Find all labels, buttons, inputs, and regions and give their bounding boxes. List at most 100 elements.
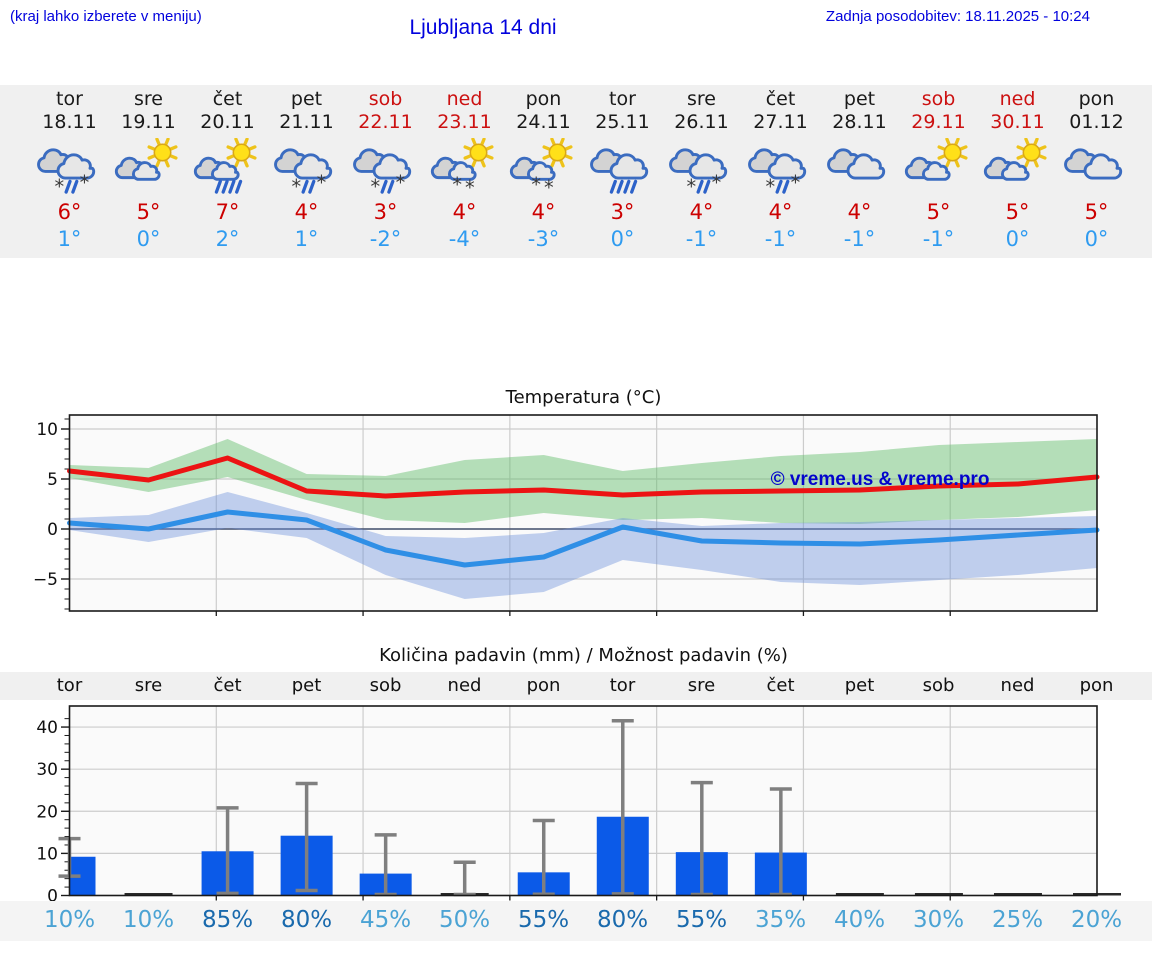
precipitation-day-labels: tor sre čet pet sob ned pon tor sre čet pet sob ned p…	[0, 672, 1152, 700]
precip-probability: 85%	[201, 907, 254, 933]
low-temp: 2°	[215, 227, 240, 251]
low-temp: 0°	[610, 227, 635, 251]
high-temp: 4°	[768, 200, 793, 224]
svg-text:5: 5	[47, 470, 58, 490]
low-temp: -1°	[764, 227, 797, 251]
precip-day-label: ned	[447, 675, 482, 696]
high-temp: 5°	[1084, 200, 1109, 224]
low-temp: 1°	[294, 227, 319, 251]
forecast-day: čet 27.11 * * 4° -1°	[741, 85, 820, 258]
weather-icon-sun-cloud-snow: * *	[509, 137, 573, 199]
low-temp: 1°	[57, 227, 82, 251]
high-temp: 5°	[136, 200, 161, 224]
day-name: sre	[687, 88, 716, 110]
high-temp: 4°	[531, 200, 556, 224]
low-temp: -1°	[843, 227, 876, 251]
low-temp: -3°	[527, 227, 560, 251]
weather-icon-cloud-sleet: * *	[747, 148, 806, 198]
weather-icon-sun-cloud-snow: * *	[430, 137, 494, 199]
precip-day-label: pon	[526, 675, 561, 696]
weather-icon-sun-cloud	[983, 137, 1047, 181]
precip-probability: 10%	[122, 907, 175, 933]
svg-text:0: 0	[47, 520, 58, 540]
svg-text:0: 0	[47, 887, 58, 907]
high-temp: 3°	[610, 200, 635, 224]
svg-text:*: *	[316, 171, 326, 194]
low-temp: -1°	[685, 227, 718, 251]
weather-icon-sun-cloud	[114, 137, 178, 181]
temperature-chart-title: Temperatura (°C)	[505, 387, 662, 408]
day-date: 25.11	[595, 111, 650, 133]
svg-text:*: *	[464, 176, 474, 194]
day-name: sob	[921, 88, 956, 110]
low-temp: 0°	[1084, 227, 1109, 251]
precip-day-label: sre	[687, 675, 716, 696]
svg-text:*: *	[531, 173, 541, 194]
forecast-day: pet 28.11 4° -1°	[820, 85, 899, 258]
precip-probability: 55%	[517, 907, 570, 933]
day-date: 27.11	[753, 111, 808, 133]
precip-day-label: čet	[213, 675, 242, 696]
day-date: 18.11	[42, 111, 97, 133]
svg-text:10: 10	[36, 420, 58, 440]
svg-text:40: 40	[36, 718, 58, 738]
svg-text:*: *	[765, 175, 775, 194]
temperature-chart: −5 0 5 10 © vreme.us & vreme.pro	[33, 414, 1100, 616]
svg-text:*: *	[395, 171, 405, 194]
weather-icon-cloud-rain	[589, 148, 648, 194]
day-name: tor	[609, 88, 636, 110]
weather-icon-cloud	[1063, 148, 1122, 180]
forecast-day: pon 24.11 * * 4° -3°	[504, 85, 583, 258]
forecast-day: sob 22.11 * * 3° -2°	[346, 85, 425, 258]
low-temp: -2°	[369, 227, 402, 251]
day-name: čet	[765, 88, 796, 110]
svg-text:*: *	[291, 175, 301, 194]
precipitation-chart-title: Količina padavin (mm) / Možnost padavin …	[379, 645, 788, 666]
location-menu-hint: (kraj lahko izberete v meniju)	[10, 8, 202, 25]
svg-text:10: 10	[36, 844, 58, 864]
svg-text:*: *	[79, 171, 89, 194]
day-name: sob	[368, 88, 403, 110]
day-date: 22.11	[358, 111, 413, 133]
high-temp: 7°	[215, 200, 240, 224]
watermark-link[interactable]: © vreme.us & vreme.pro	[771, 469, 990, 490]
weather-icon-sun-cloud-rain	[193, 137, 257, 194]
precip-probability: 30%	[912, 907, 965, 933]
daily-forecast-strip: tor 18.11 * * 6° 1° sre 19.11 5° 0° čet 20.11 7° 2° pe…	[0, 85, 1152, 258]
low-temp: 0°	[1005, 227, 1030, 251]
low-temp: -4°	[448, 227, 481, 251]
precip-probability: 80%	[280, 907, 333, 933]
high-temp: 4°	[294, 200, 319, 224]
svg-text:*: *	[370, 175, 380, 194]
forecast-day: tor 18.11 * * 6° 1°	[30, 85, 109, 258]
precip-probability: 50%	[438, 907, 491, 933]
day-name: pon	[1078, 88, 1115, 110]
precip-day-label: sob	[369, 675, 402, 696]
day-name: pet	[843, 88, 876, 110]
svg-text:*: *	[686, 175, 696, 194]
forecast-day: ned 30.11 5° 0°	[978, 85, 1057, 258]
precip-day-label: čet	[766, 675, 795, 696]
precip-day-label: sob	[922, 675, 955, 696]
day-date: 30.11	[990, 111, 1045, 133]
precip-probability: 35%	[754, 907, 807, 933]
weather-icon-cloud-sleet: * *	[352, 148, 411, 198]
precip-day-label: pet	[291, 675, 322, 696]
forecast-day: čet 20.11 7° 2°	[188, 85, 267, 258]
precip-day-label: ned	[1000, 675, 1035, 696]
low-temp: -1°	[922, 227, 955, 251]
day-date: 28.11	[832, 111, 887, 133]
weather-icon-cloud-sleet: * *	[36, 148, 95, 198]
precip-day-label: pet	[844, 675, 875, 696]
day-date: 01.12	[1069, 111, 1124, 133]
precip-probability: 40%	[833, 907, 886, 933]
forecast-day: tor 25.11 3° 0°	[583, 85, 662, 258]
svg-text:*: *	[790, 171, 800, 194]
day-date: 20.11	[200, 111, 255, 133]
forecast-day: sre 26.11 * * 4° -1°	[662, 85, 741, 258]
high-temp: 3°	[373, 200, 398, 224]
forecast-day: ned 23.11 * * 4° -4°	[425, 85, 504, 258]
precipitation-probability-strip: 10% 10% 85% 80% 45% 50% 55% 80% 55% 35% 40% 30% 25% 2…	[0, 901, 1152, 941]
day-name: pet	[290, 88, 323, 110]
high-temp: 6°	[57, 200, 82, 224]
